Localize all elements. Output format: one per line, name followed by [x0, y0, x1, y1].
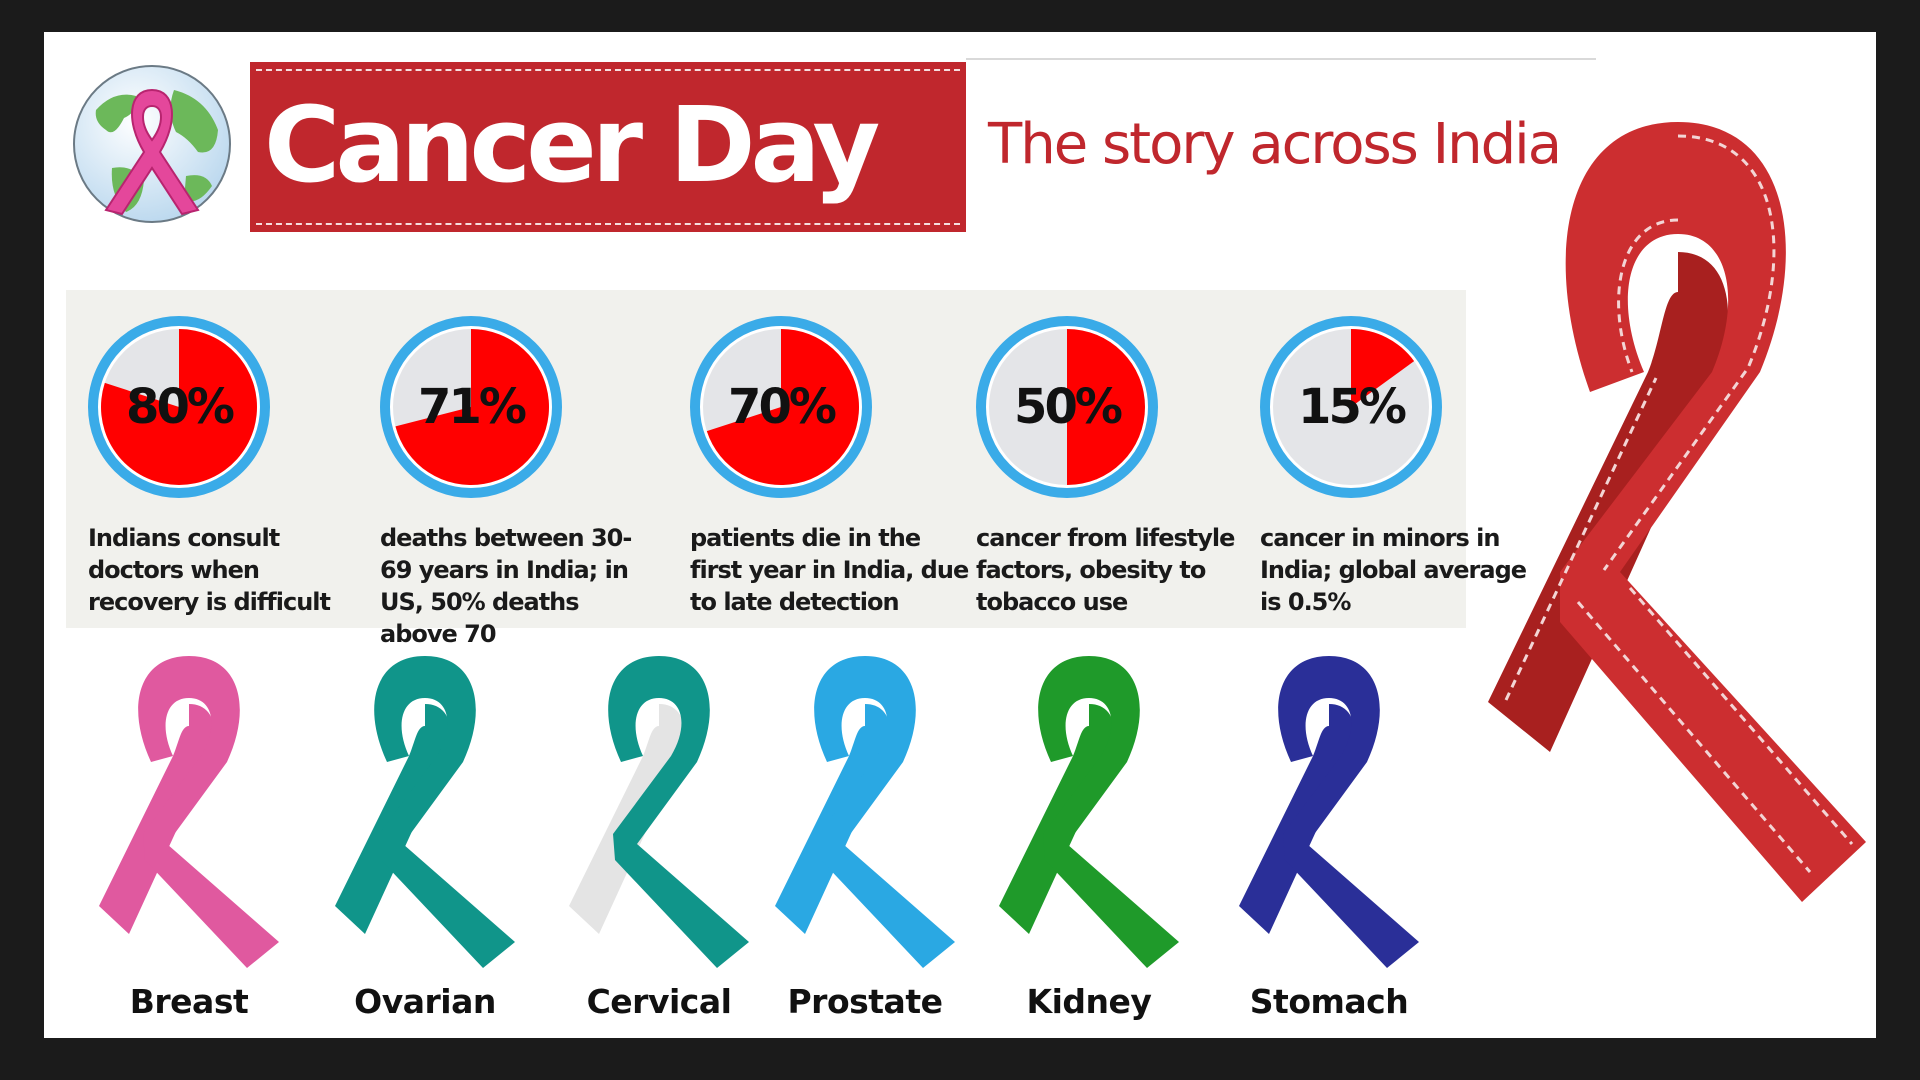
stat-value: 80%: [126, 379, 235, 435]
stat-card: 71% deaths between 30-69 years in India;…: [376, 290, 656, 648]
percentage-pie: [1260, 316, 1442, 498]
awareness-ribbon-icon: [999, 656, 1179, 968]
stat-card: 80% Indians consult doctors when recover…: [84, 290, 364, 628]
awareness-ribbon-icon: [775, 656, 955, 968]
globe-pink-ribbon-icon: [73, 65, 231, 223]
stat-card: 50% cancer from lifestyle factors, obesi…: [972, 290, 1252, 628]
stat-value: 50%: [1014, 379, 1123, 435]
percentage-pie: [976, 316, 1158, 498]
page-title: Cancer Day: [264, 84, 880, 206]
title-banner: Cancer Day: [250, 62, 966, 232]
percentage-pie: [88, 316, 270, 498]
awareness-ribbon-icon: [1239, 656, 1419, 968]
ribbon-label: Cervical: [586, 982, 732, 1021]
percentage-pie: [380, 316, 562, 498]
infographic-card: Cancer Day The story across India 80% In…: [44, 32, 1876, 1038]
stat-description: patients die in the first year in India,…: [690, 524, 969, 616]
stat-value: 15%: [1298, 379, 1407, 435]
stat-description: cancer from lifestyle factors, obesity t…: [976, 524, 1235, 616]
stat-value: 71%: [418, 379, 527, 435]
pie-slice: [395, 329, 549, 485]
awareness-ribbon-icon: [99, 656, 279, 968]
page-subtitle: The story across India: [988, 112, 1562, 177]
stat-description: Indians consult doctors when recovery is…: [88, 524, 331, 616]
stat-value: 70%: [728, 379, 837, 435]
ribbon-stomach: Stomach: [1224, 644, 1434, 1024]
stat-card: 70% patients die in the first year in In…: [686, 290, 969, 628]
ribbon-ovarian: Ovarian: [320, 644, 530, 1024]
header-rule: [966, 58, 1596, 60]
stats-panel: 80% Indians consult doctors when recover…: [66, 290, 1527, 648]
ribbon-label: Breast: [129, 982, 249, 1021]
pie-slice: [706, 329, 860, 485]
ribbon-cervical: Cervical: [554, 644, 764, 1024]
ribbon-kidney: Kidney: [984, 644, 1194, 1024]
awareness-ribbon-icon: [335, 656, 515, 968]
stat-card: 15% cancer in minors in India; global av…: [1256, 290, 1536, 628]
ribbon-label: Prostate: [787, 982, 943, 1021]
awareness-ribbon-icon: [569, 656, 749, 968]
stat-description: deaths between 30-69 years in India; in …: [380, 524, 632, 648]
ribbon-prostate: Prostate: [760, 644, 970, 1024]
pie-slice: [101, 329, 258, 485]
red-ribbon-icon: [1488, 122, 1866, 902]
percentage-pie: [690, 316, 872, 498]
ribbon-label: Ovarian: [354, 982, 496, 1021]
ribbon-label: Stomach: [1249, 982, 1409, 1021]
pie-slice: [1067, 329, 1145, 485]
ribbon-breast: Breast: [84, 644, 294, 1024]
ribbon-label: Kidney: [1026, 982, 1152, 1021]
stat-description: cancer in minors in India; global averag…: [1260, 524, 1527, 616]
pie-slice: [1351, 329, 1415, 407]
